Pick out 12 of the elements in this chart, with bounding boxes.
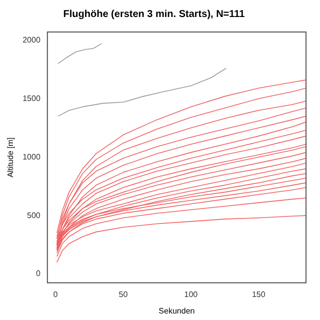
y-tick-label: 2000 [22, 35, 41, 44]
y-tick-label: 0 [36, 269, 41, 278]
y-tick-label: 1000 [22, 152, 41, 162]
y-axis-title: Altitude [m] [6, 137, 16, 178]
x-tick-label: 50 [118, 290, 128, 299]
y-tick-label: 1500 [22, 94, 41, 103]
y-tick-label: 500 [27, 210, 41, 220]
x-tick-label: 150 [252, 290, 266, 299]
x-axis-title: Sekunden [158, 306, 195, 316]
chart-title: Flughöhe (ersten 3 min. Starts), N=111 [63, 8, 246, 20]
x-tick-label: 100 [184, 290, 198, 299]
x-tick-label: 0 [53, 290, 58, 299]
